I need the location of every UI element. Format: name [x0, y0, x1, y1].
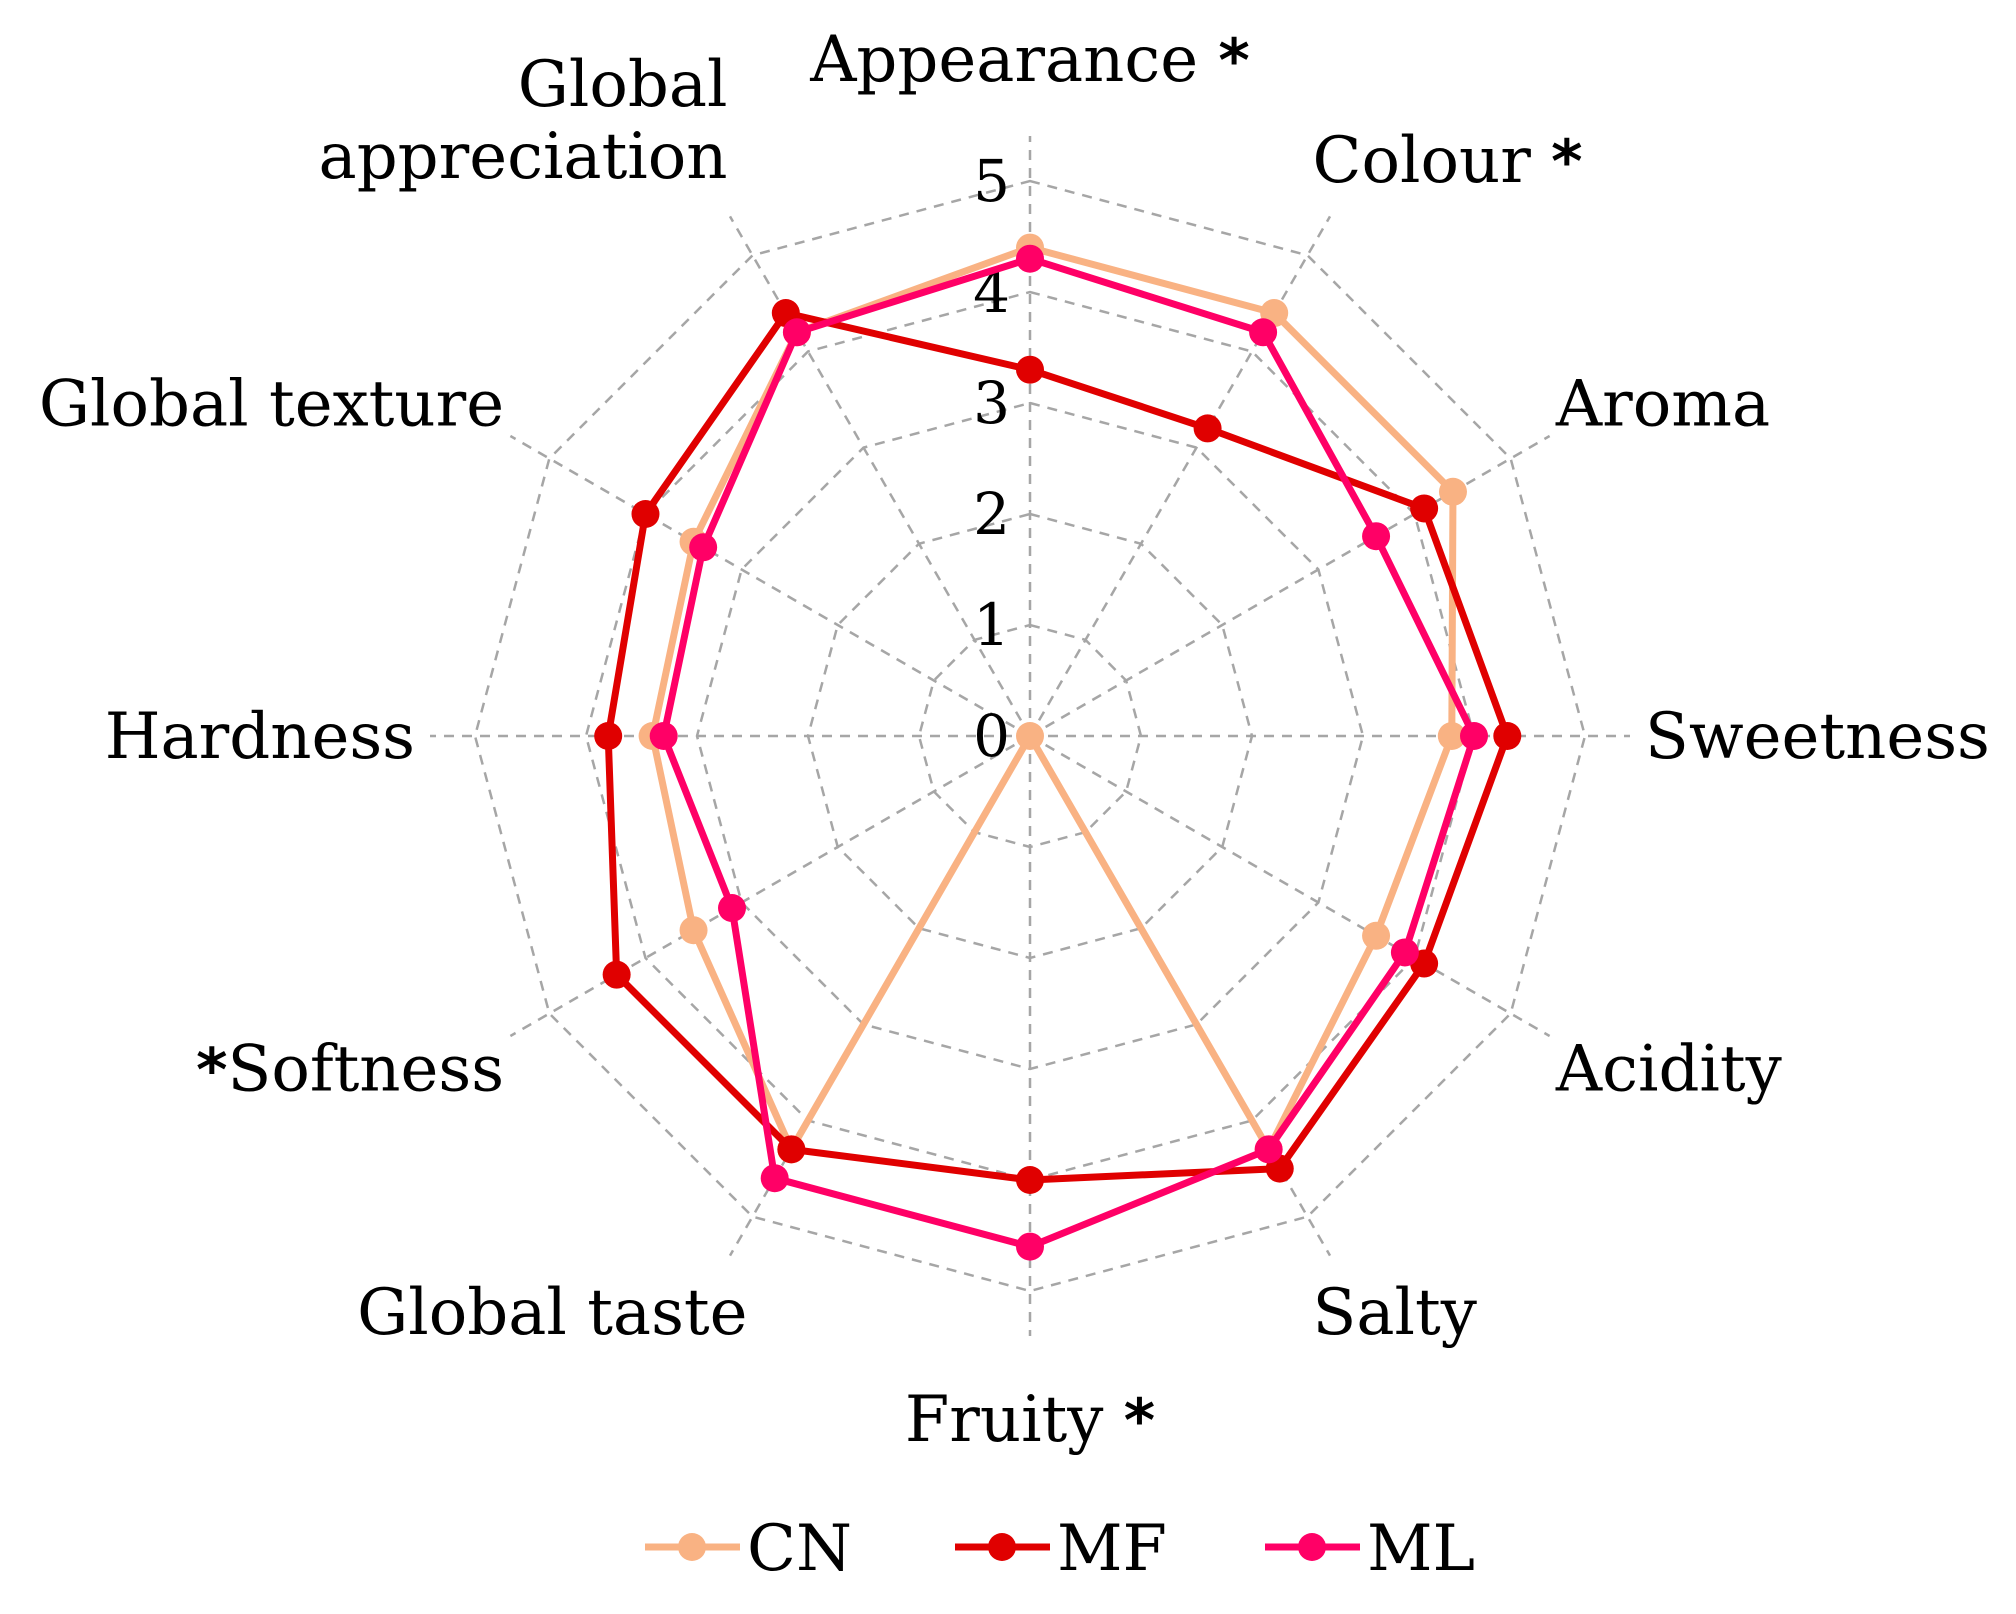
spoke-acidity	[1029, 734, 1551, 1038]
data-point-mf-9	[594, 722, 623, 750]
data-point-mf-10	[631, 500, 660, 528]
data-point-ml-10	[689, 533, 718, 562]
legend-swatch-marker	[1298, 1533, 1326, 1561]
data-point-ml-4	[1390, 938, 1419, 967]
axis-label-global-appreciation: Global appreciation	[319, 48, 728, 194]
data-point-cn-3	[1437, 722, 1466, 750]
data-point-mf-0	[1016, 355, 1044, 384]
legend-item-mf: MF	[955, 1512, 1167, 1586]
data-point-ml-8	[718, 894, 747, 923]
legend-label-mf: MF	[1057, 1512, 1167, 1586]
data-point-mf-2	[1410, 494, 1439, 523]
tick-label-1: 1	[973, 591, 1010, 659]
data-point-ml-1	[1249, 318, 1278, 347]
significance-star: *	[1124, 1386, 1155, 1456]
data-point-mf-1	[1193, 414, 1222, 443]
series-layer	[594, 233, 1522, 1261]
data-point-mf-3	[1493, 722, 1522, 750]
data-point-cn-4	[1362, 921, 1391, 950]
tick-label-5: 5	[973, 147, 1010, 215]
data-point-ml-6	[1016, 1232, 1044, 1261]
data-point-ml-9	[649, 722, 678, 750]
spoke-colour	[1028, 215, 1332, 737]
data-point-cn-6	[1016, 722, 1044, 750]
axis-label-softness: *Softness	[196, 1033, 504, 1107]
data-point-ml-5	[1254, 1135, 1283, 1164]
legend: CN MF ML	[645, 1512, 1475, 1586]
spoke-aroma	[1029, 434, 1551, 738]
tick-label-0: 0	[973, 702, 1010, 770]
data-point-mf-8	[602, 960, 631, 989]
spoke-global-appreciation	[728, 215, 1032, 737]
tick-label-3: 3	[973, 369, 1010, 437]
axis-label-global-texture: Global texture	[39, 368, 504, 442]
significance-star: *	[196, 1036, 227, 1106]
series-ml	[649, 244, 1488, 1261]
data-point-mf-6	[1016, 1166, 1044, 1194]
axis-label-appearance: Appearance *	[809, 23, 1250, 97]
data-point-cn-2	[1438, 477, 1467, 506]
axis-label-colour: Colour *	[1313, 124, 1583, 198]
legend-swatch-marker	[988, 1533, 1016, 1561]
spoke-softness	[509, 734, 1031, 1038]
spoke-global-texture	[509, 434, 1031, 738]
axis-labels: Appearance * Colour * Aroma Sweetness Acidit…	[39, 23, 1990, 1457]
significance-star: *	[1551, 127, 1582, 197]
legend-label-ml: ML	[1367, 1512, 1475, 1586]
data-point-ml-11	[782, 318, 811, 347]
legend-swatch-marker	[678, 1533, 706, 1561]
axis-label-salty: Salty	[1313, 1276, 1477, 1350]
axis-label-global-taste: Global taste	[357, 1276, 747, 1350]
legend-item-ml: ML	[1265, 1512, 1475, 1586]
data-point-mf-7	[777, 1135, 806, 1164]
data-point-ml-0	[1016, 244, 1044, 273]
tick-label-2: 2	[973, 480, 1010, 548]
axis-label-sweetness: Sweetness	[1645, 700, 1990, 774]
legend-item-cn: CN	[645, 1512, 852, 1586]
data-point-cn-8	[679, 916, 708, 945]
axis-label-aroma: Aroma	[1555, 368, 1770, 442]
data-point-ml-7	[760, 1164, 789, 1193]
legend-label-cn: CN	[747, 1512, 852, 1586]
axis-label-acidity: Acidity	[1555, 1033, 1782, 1107]
axis-label-hardness: Hardness	[105, 700, 415, 774]
data-point-ml-2	[1362, 522, 1391, 551]
axis-label-fruity: Fruity *	[905, 1383, 1155, 1457]
data-point-ml-3	[1460, 722, 1488, 750]
series-mf	[594, 299, 1522, 1194]
significance-star: *	[1218, 26, 1249, 96]
